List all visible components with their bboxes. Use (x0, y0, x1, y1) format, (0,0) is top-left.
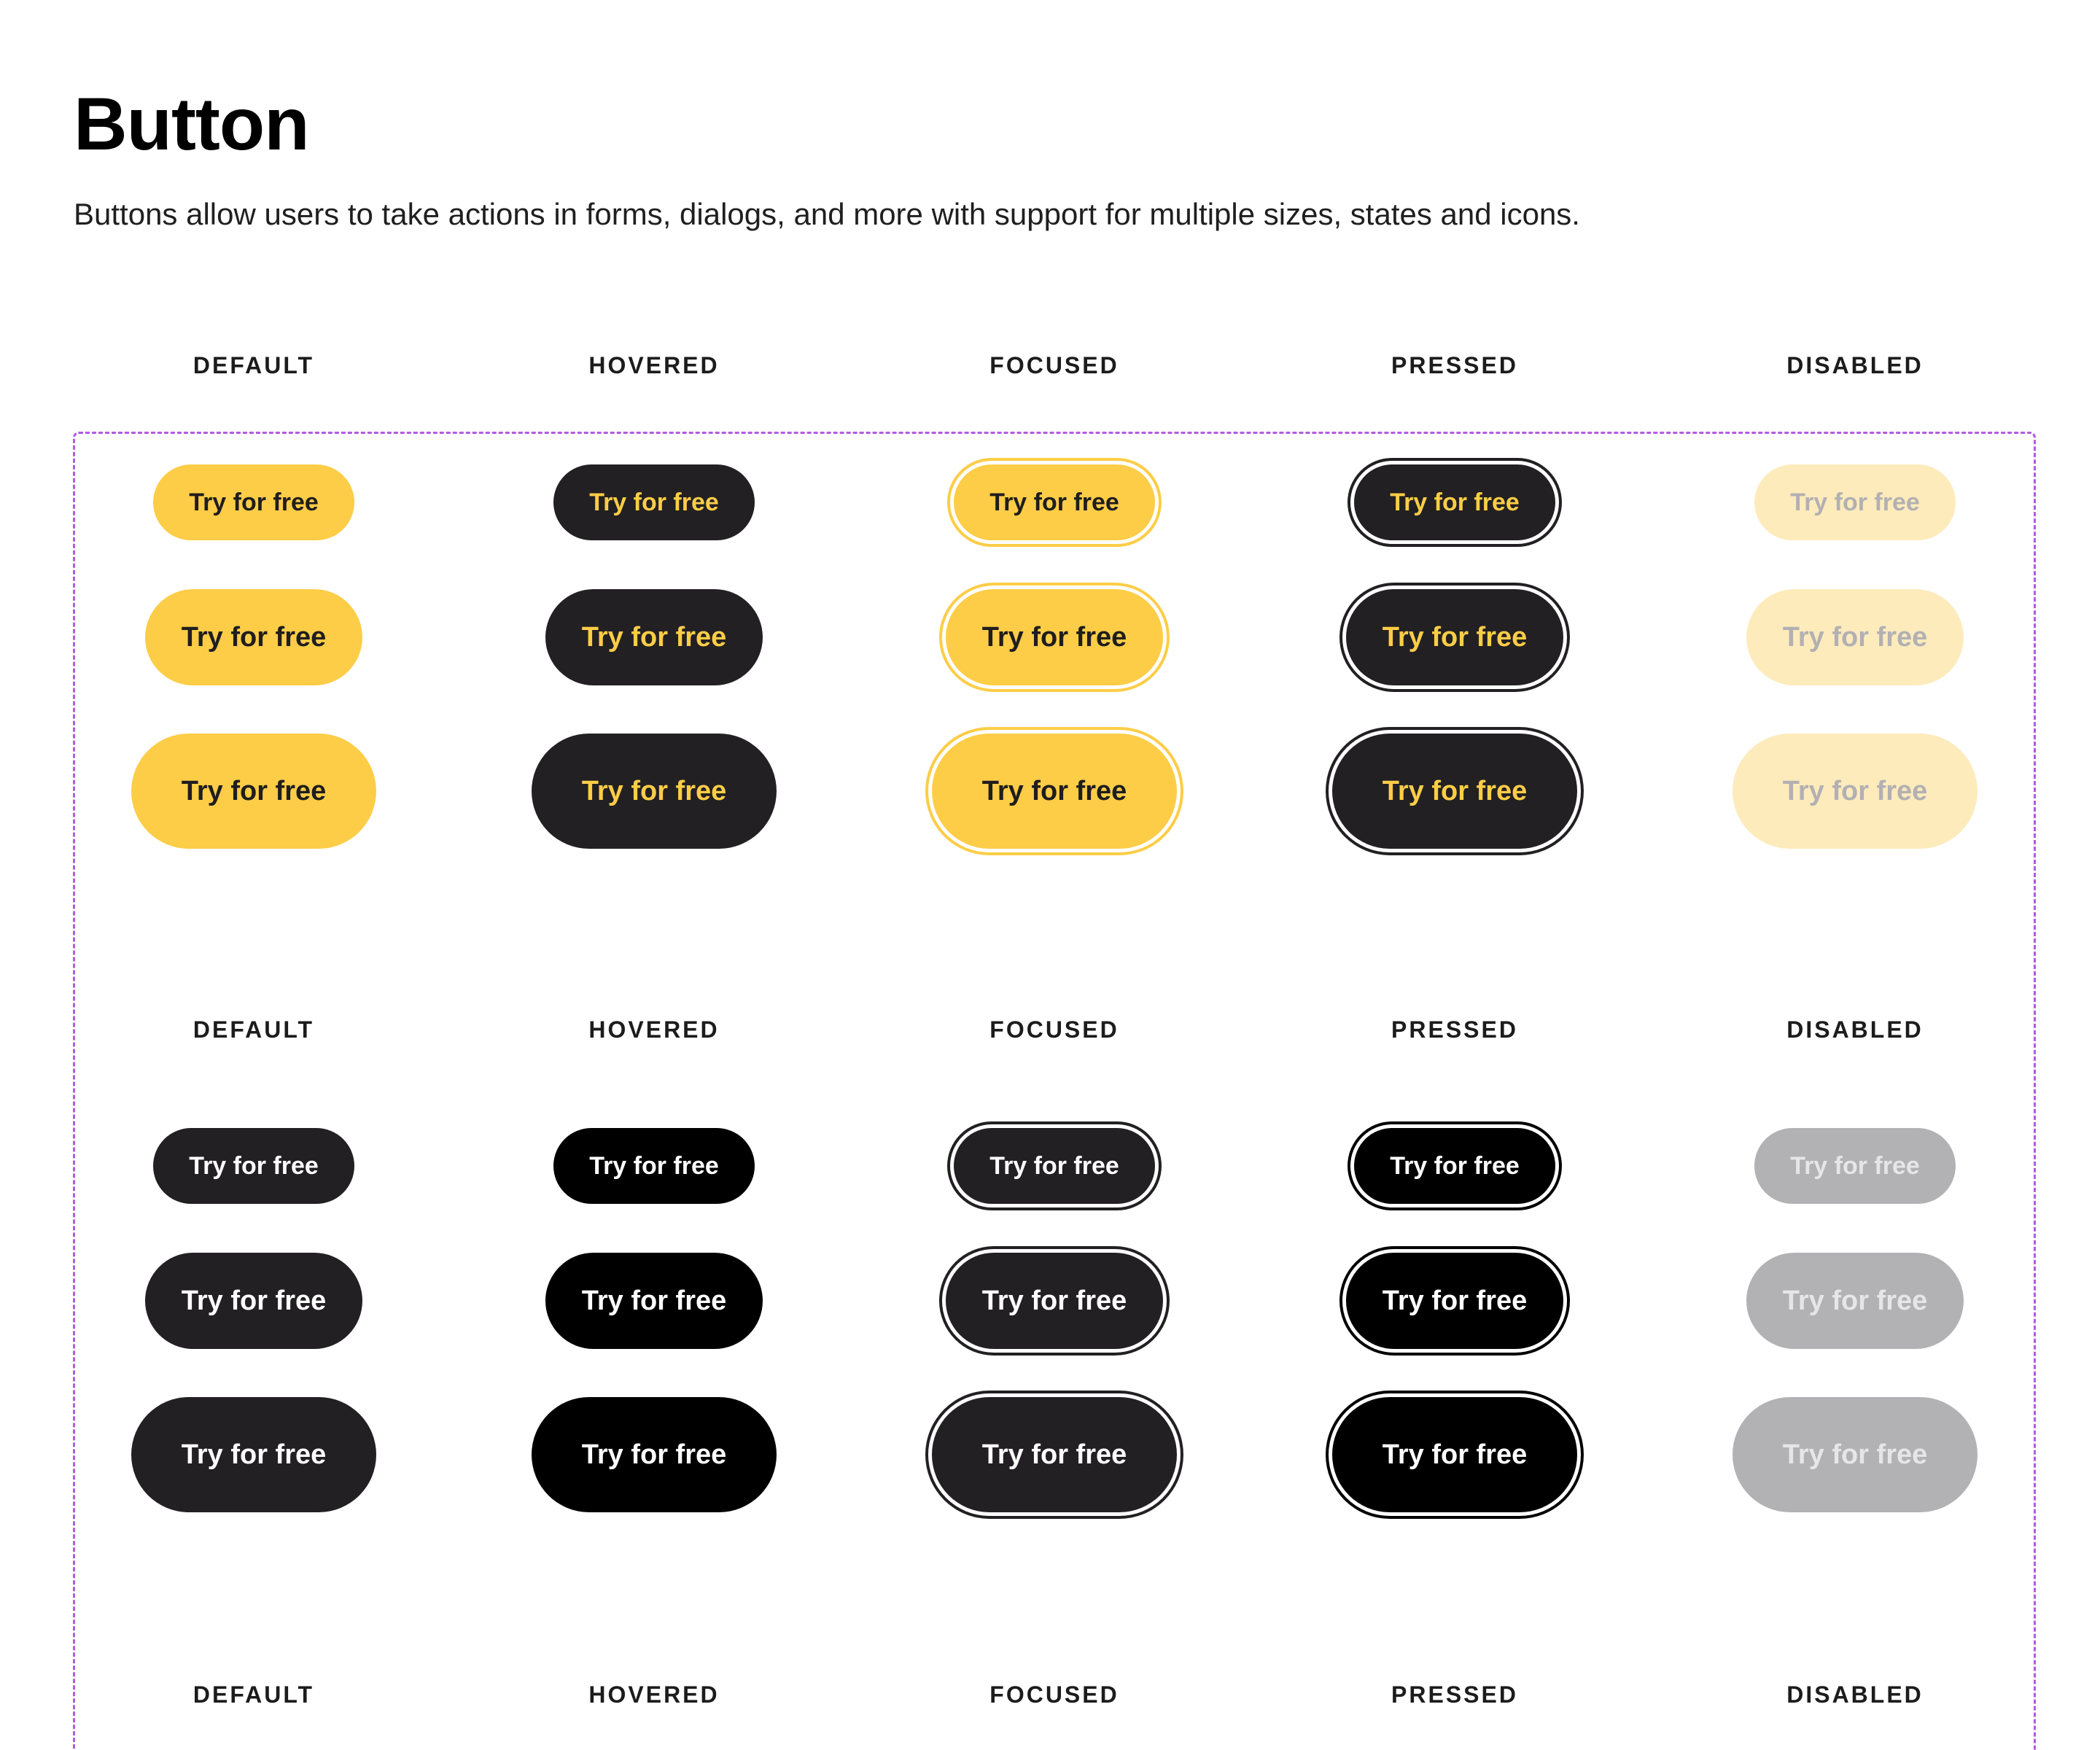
state-label-default: DEFAULT (192, 1681, 315, 1708)
secondary-button-disabled-medium: Try for free (1746, 1253, 1964, 1349)
primary-button-disabled-small: Try for free (1754, 464, 1956, 540)
page-title: Button (74, 82, 310, 166)
secondary-button-hovered-small[interactable]: Try for free (553, 1128, 755, 1204)
primary-button-pressed-medium[interactable]: Try for free (1346, 589, 1563, 685)
secondary-button-pressed-small[interactable]: Try for free (1354, 1128, 1555, 1204)
state-label-default: DEFAULT (192, 352, 315, 378)
primary-button-hovered-small[interactable]: Try for free (553, 464, 755, 540)
secondary-button-focused-medium[interactable]: Try for free (946, 1253, 1163, 1349)
secondary-button-default-medium[interactable]: Try for free (145, 1253, 362, 1349)
state-label-disabled: DISABLED (1786, 1016, 1924, 1043)
secondary-button-disabled-large: Try for free (1732, 1397, 1978, 1512)
state-label-focused: FOCUSED (989, 352, 1119, 378)
primary-button-default-large[interactable]: Try for free (131, 734, 376, 849)
primary-button-pressed-small[interactable]: Try for free (1354, 464, 1555, 540)
primary-button-default-medium[interactable]: Try for free (145, 589, 362, 685)
state-label-focused: FOCUSED (989, 1681, 1119, 1708)
primary-button-pressed-large[interactable]: Try for free (1332, 734, 1577, 849)
page-description: Buttons allow users to take actions in f… (74, 197, 1580, 231)
state-label-focused: FOCUSED (989, 1016, 1119, 1043)
primary-button-disabled-medium: Try for free (1746, 589, 1964, 685)
secondary-button-focused-small[interactable]: Try for free (954, 1128, 1155, 1204)
secondary-button-pressed-large[interactable]: Try for free (1332, 1397, 1577, 1512)
state-label-pressed: PRESSED (1391, 1016, 1518, 1043)
primary-button-focused-small[interactable]: Try for free (954, 464, 1155, 540)
state-label-hovered: HOVERED (588, 1681, 720, 1708)
secondary-button-default-large[interactable]: Try for free (131, 1397, 376, 1512)
secondary-button-hovered-large[interactable]: Try for free (532, 1397, 777, 1512)
state-label-hovered: HOVERED (588, 352, 720, 378)
state-label-disabled: DISABLED (1786, 352, 1924, 378)
state-label-pressed: PRESSED (1391, 1681, 1518, 1708)
secondary-button-focused-large[interactable]: Try for free (932, 1397, 1177, 1512)
secondary-button-default-small[interactable]: Try for free (153, 1128, 354, 1204)
state-label-default: DEFAULT (192, 1016, 315, 1043)
state-label-pressed: PRESSED (1391, 352, 1518, 378)
primary-button-hovered-medium[interactable]: Try for free (545, 589, 763, 685)
primary-button-hovered-large[interactable]: Try for free (532, 734, 777, 849)
secondary-button-pressed-medium[interactable]: Try for free (1346, 1253, 1563, 1349)
primary-button-focused-medium[interactable]: Try for free (946, 589, 1163, 685)
secondary-button-hovered-medium[interactable]: Try for free (545, 1253, 763, 1349)
primary-button-disabled-large: Try for free (1732, 734, 1978, 849)
primary-button-default-small[interactable]: Try for free (153, 464, 354, 540)
component-frame (73, 432, 2036, 1750)
state-label-disabled: DISABLED (1786, 1681, 1924, 1708)
primary-button-focused-large[interactable]: Try for free (932, 734, 1177, 849)
state-label-hovered: HOVERED (588, 1016, 720, 1043)
secondary-button-disabled-small: Try for free (1754, 1128, 1956, 1204)
